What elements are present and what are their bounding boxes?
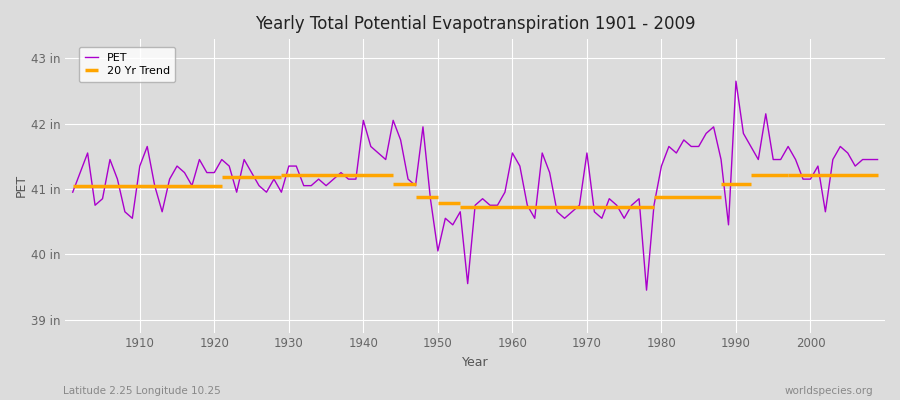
20 Yr Trend (216, 183, 227, 188)
PET (507, 151, 517, 156)
Legend: PET, 20 Yr Trend: PET, 20 Yr Trend (79, 47, 176, 82)
X-axis label: Year: Year (462, 356, 489, 369)
PET (336, 170, 346, 175)
PET (291, 164, 302, 168)
PET (597, 216, 608, 221)
Text: Latitude 2.25 Longitude 10.25: Latitude 2.25 Longitude 10.25 (63, 386, 220, 396)
20 Yr Trend (68, 183, 78, 188)
PET (500, 190, 510, 194)
Text: worldspecies.org: worldspecies.org (785, 386, 873, 396)
Line: PET: PET (73, 81, 878, 290)
PET (731, 79, 742, 84)
PET (127, 216, 138, 221)
Title: Yearly Total Potential Evapotranspiration 1901 - 2009: Yearly Total Potential Evapotranspiratio… (255, 15, 696, 33)
PET (68, 190, 78, 194)
PET (872, 157, 883, 162)
PET (641, 288, 652, 292)
Y-axis label: PET: PET (15, 174, 28, 197)
